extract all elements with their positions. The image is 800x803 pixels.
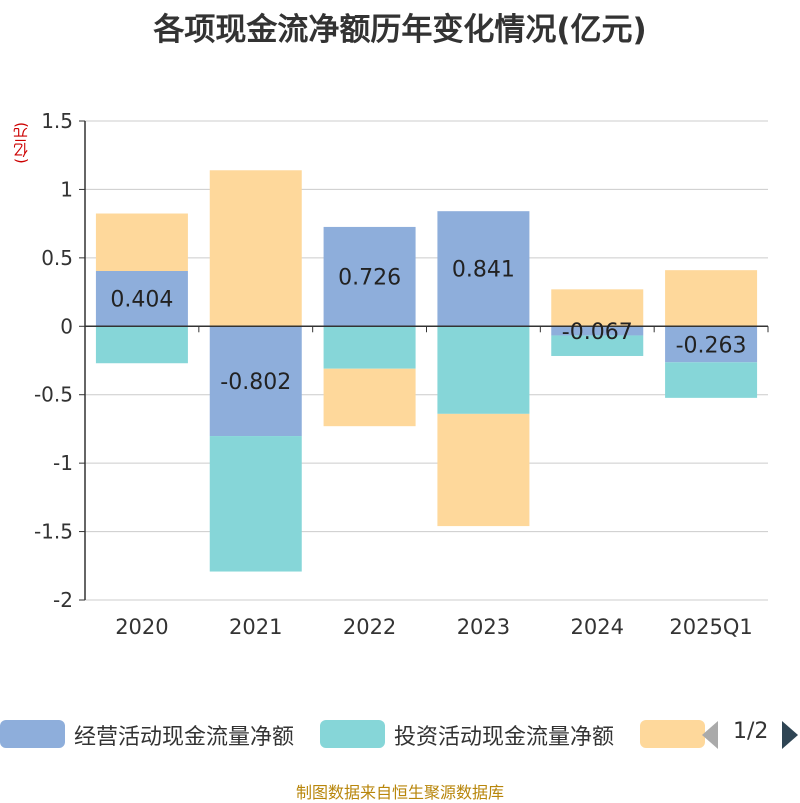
- bar-value-label: 0.404: [110, 288, 173, 313]
- bar-2-2025Q1: [665, 270, 758, 327]
- y-tick-labels: 1.5 1 0.5 0 -0.5 -1 -1.5 -2: [34, 109, 73, 612]
- bar-0-2022: [323, 226, 416, 327]
- legend: 经营活动现金流量净额 投资活动现金流量净额 1/2: [0, 712, 800, 756]
- y-tick-label: 1: [60, 177, 73, 201]
- legend-label-investing[interactable]: 投资活动现金流量净额: [394, 725, 615, 750]
- x-tick-label: 2023: [457, 615, 510, 639]
- bars: [95, 170, 758, 572]
- x-tick-label: 2024: [571, 615, 624, 639]
- legend-label-operating[interactable]: 经营活动现金流量净额: [74, 725, 295, 750]
- bar-value-label: 0.726: [338, 266, 401, 291]
- bar-0-2021: [209, 326, 302, 437]
- bar-1-2021: [209, 436, 302, 572]
- legend-swatch-operating[interactable]: [0, 720, 65, 748]
- y-tick-label: 1.5: [41, 109, 73, 133]
- x-tick-label: 2020: [115, 615, 168, 639]
- x-tick-labels: 2020 2021 2022 2023 2024 2025Q1: [115, 615, 753, 639]
- bar-value-labels: 0.404 -0.802 0.726 0.841 -0.067 -0.263: [110, 258, 746, 395]
- axes: [79, 120, 769, 601]
- bar-value-label: -0.263: [676, 333, 747, 358]
- y-tick-label: 0.5: [41, 246, 73, 270]
- y-tick-label: -1.5: [34, 520, 73, 544]
- bar-value-label: -0.802: [220, 370, 291, 395]
- x-tick-label: 2022: [343, 615, 396, 639]
- bar-0-2024: [551, 326, 644, 336]
- chart-title: 各项现金流净额历年变化情况(亿元): [153, 12, 647, 48]
- bar-2-2023: [437, 413, 530, 527]
- bar-1-2023: [437, 326, 530, 414]
- y-tick-label: -0.5: [34, 383, 73, 407]
- bar-value-label: 0.841: [452, 258, 515, 283]
- y-tick-label: -2: [53, 588, 73, 612]
- bar-1-2024: [551, 335, 644, 356]
- bar-2-2022: [323, 368, 416, 427]
- legend-swatch-investing[interactable]: [320, 720, 385, 748]
- data-source-note: 制图数据来自恒生聚源数据库: [295, 783, 504, 802]
- x-tick-label: 2021: [229, 615, 282, 639]
- bar-2-2024: [551, 289, 644, 327]
- bar-0-2023: [437, 211, 530, 327]
- bar-1-2020: [95, 326, 188, 364]
- bar-1-2025Q1: [665, 362, 758, 398]
- bar-2-2020: [95, 213, 188, 271]
- legend-page-indicator: 1/2: [733, 719, 769, 744]
- y-tick-label: 0: [60, 314, 73, 338]
- bar-2-2021: [209, 170, 302, 327]
- legend-prev-page-icon[interactable]: [702, 721, 718, 749]
- x-tick-label: 2025Q1: [669, 615, 752, 639]
- legend-swatch-financing[interactable]: [640, 720, 705, 748]
- bar-0-2020: [95, 270, 188, 327]
- y-tick-label: -1: [53, 451, 73, 475]
- bar-0-2025Q1: [665, 326, 758, 363]
- grid-lines: [85, 120, 768, 601]
- bar-1-2022: [323, 326, 416, 369]
- stacked-bar-chart: 0.404 -0.802 0.726 0.841 -0.067 -0.263 1.5 1 0.…: [34, 109, 769, 639]
- bar-value-label: -0.067: [562, 320, 633, 345]
- legend-next-page-icon[interactable]: [782, 721, 798, 749]
